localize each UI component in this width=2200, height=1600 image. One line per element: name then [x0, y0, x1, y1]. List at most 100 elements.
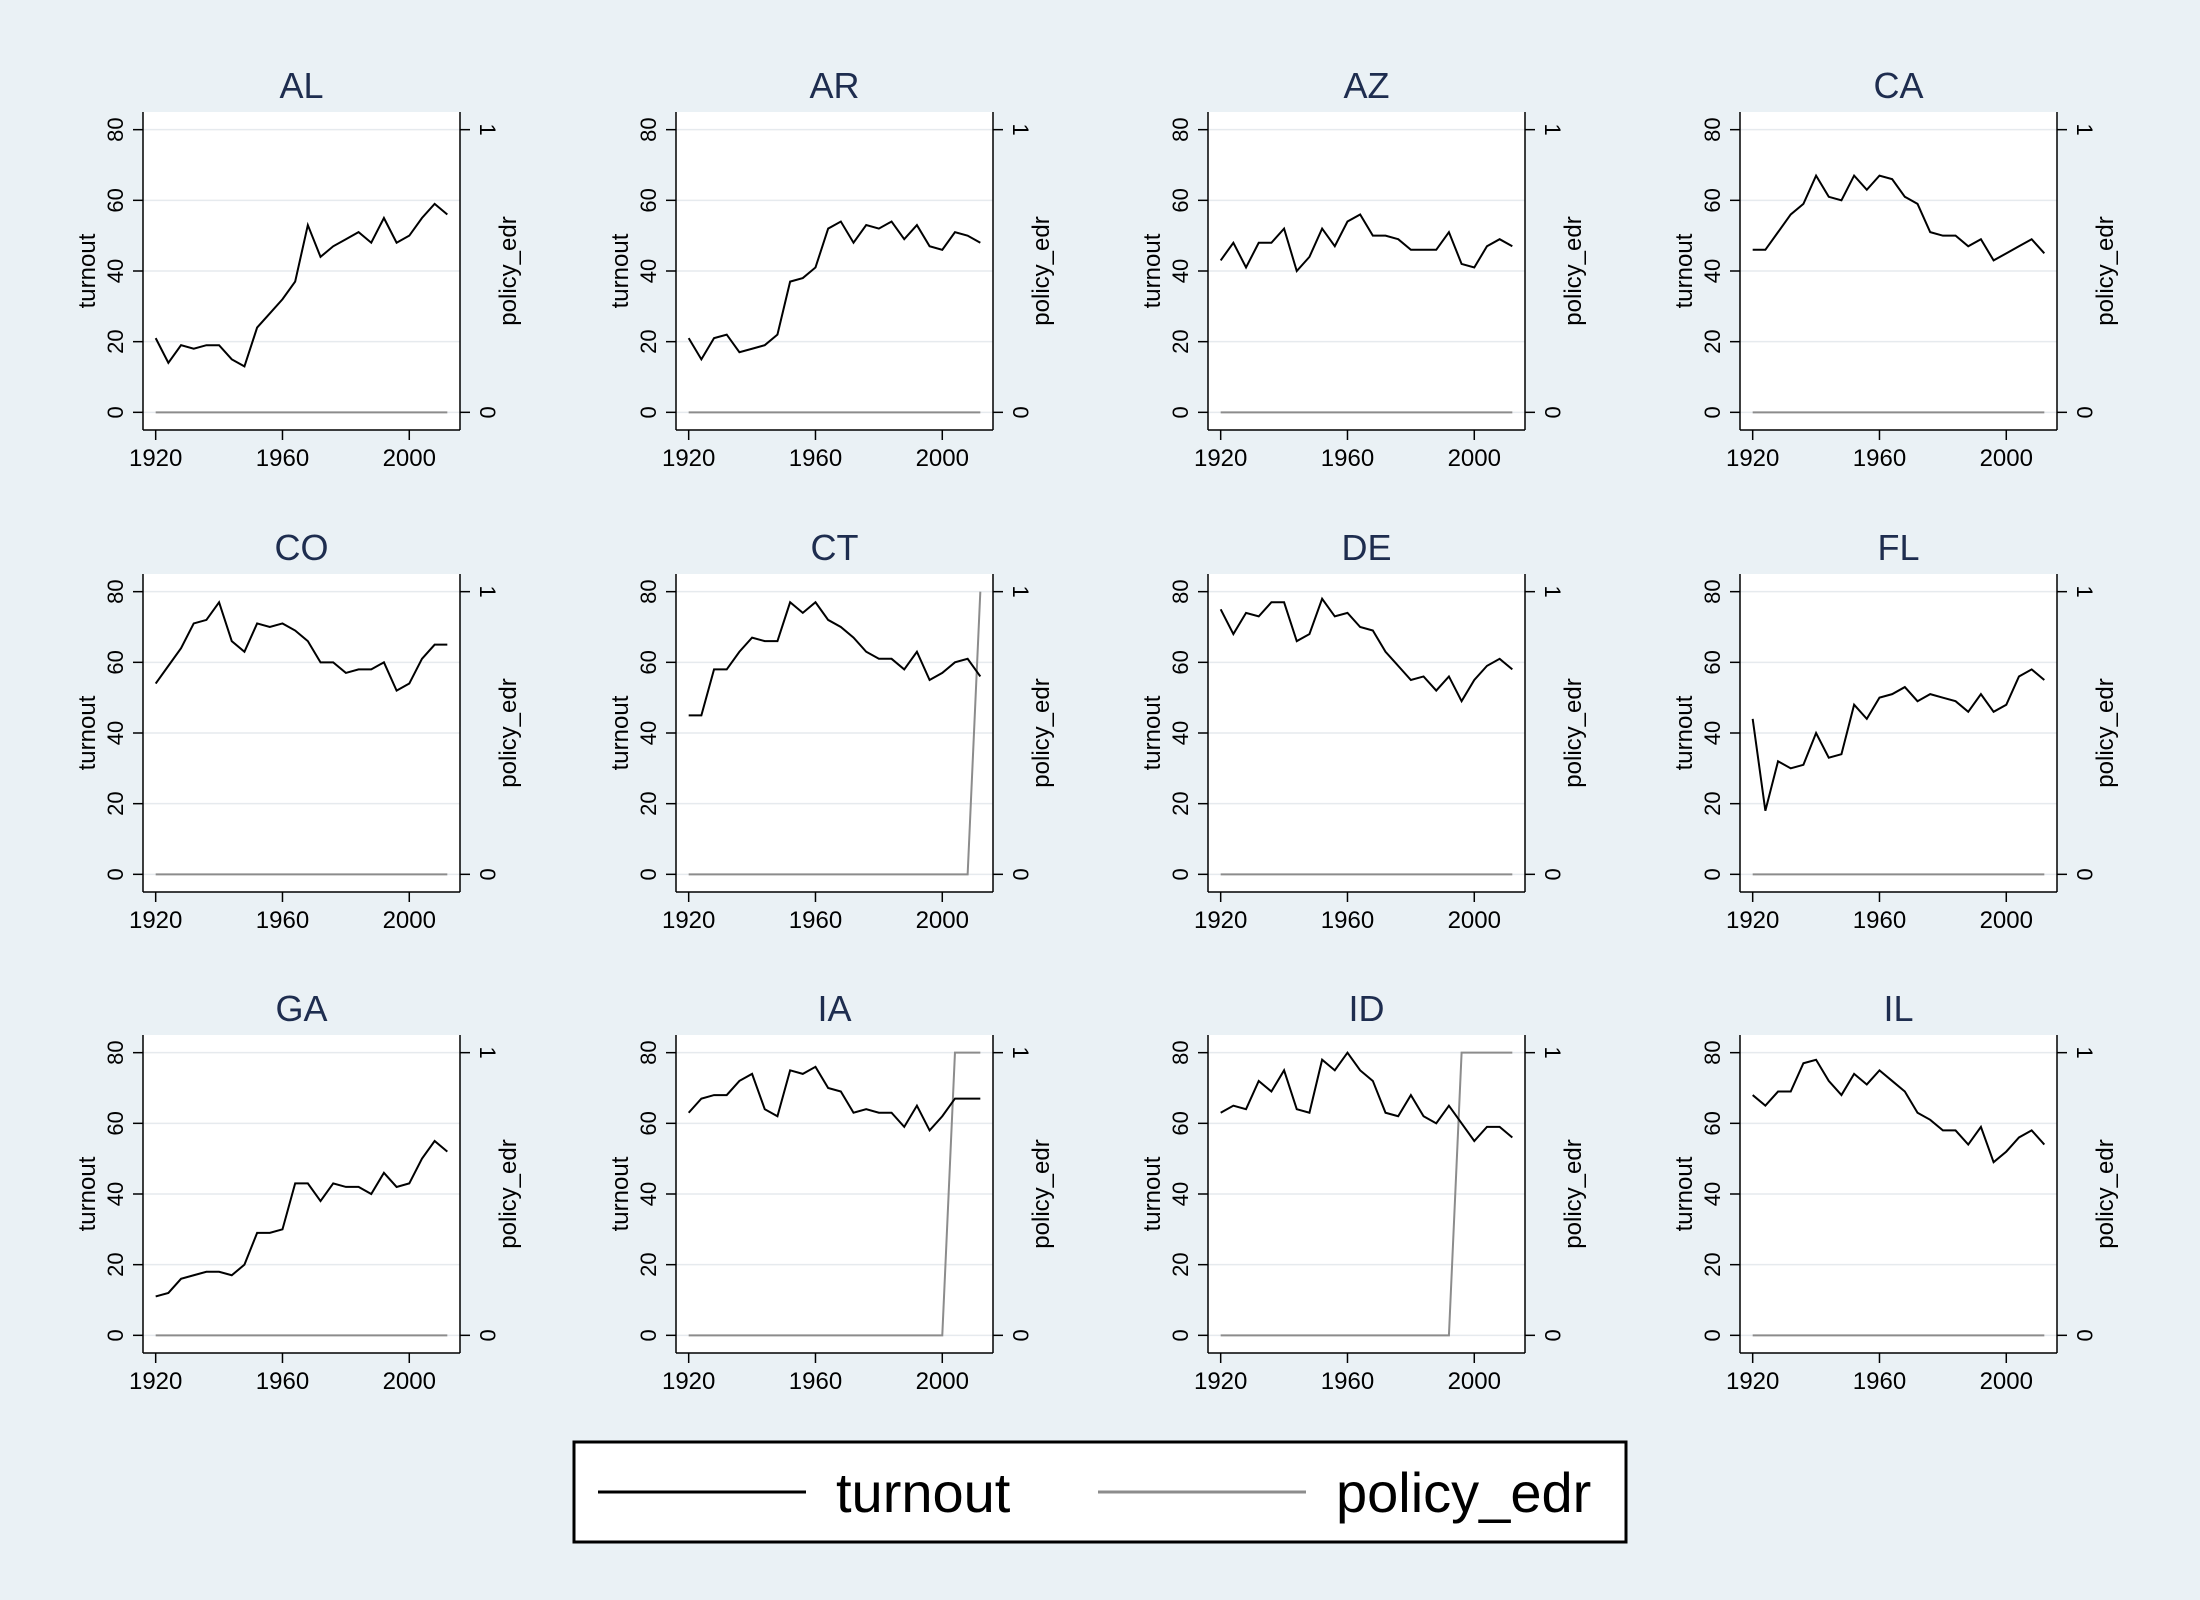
y-tick-label: 0: [1700, 406, 1725, 418]
panel-title: GA: [275, 988, 327, 1029]
y-tick-label: 20: [1168, 1252, 1193, 1276]
y-tick-label: 60: [1700, 650, 1725, 674]
y-axis-title: turnout: [1139, 233, 1166, 308]
y-tick-label: 20: [103, 1252, 128, 1276]
y-axis-title: turnout: [1139, 1156, 1166, 1231]
x-tick-label: 1920: [662, 445, 715, 472]
y2-axis-title: policy_edr: [2092, 216, 2119, 325]
y-tick-label: 20: [103, 329, 128, 353]
y-tick-label: 60: [1168, 188, 1193, 212]
y2-tick-label: 0: [1008, 868, 1033, 880]
panel-title: IA: [817, 988, 851, 1029]
y-tick-label: 40: [636, 259, 661, 283]
series-policy-edr: [1220, 1051, 1513, 1337]
panel-title: CT: [811, 527, 859, 568]
y2-tick-label: 0: [1008, 1329, 1033, 1341]
series-turnout: [687, 1065, 981, 1133]
y-tick-label: 40: [1700, 721, 1725, 745]
y-axis-title: turnout: [1671, 233, 1698, 308]
x-tick-label: 1920: [1726, 1368, 1779, 1395]
y-tick-label: 80: [103, 1040, 128, 1064]
y2-axis-title: policy_edr: [1560, 1139, 1587, 1248]
y2-axis-title: policy_edr: [495, 216, 522, 325]
y-tick-label: 60: [103, 1111, 128, 1135]
panel-id: ID 0 20 40 60 80 0 1 1920 1960 2000 turnout policy_e…: [1139, 988, 1587, 1395]
legend-turnout-label: turnout: [836, 1461, 1011, 1524]
y-tick-label: 0: [1168, 406, 1193, 418]
y-tick-label: 60: [1700, 188, 1725, 212]
panel-title: CA: [1873, 65, 1923, 106]
panel-title: AZ: [1343, 65, 1389, 106]
y-tick-label: 20: [1168, 329, 1193, 353]
y-tick-label: 40: [103, 1182, 128, 1206]
x-tick-label: 2000: [1980, 907, 2033, 934]
panel-title: AR: [809, 65, 859, 106]
y-tick-label: 0: [103, 868, 128, 880]
panel-title: FL: [1877, 527, 1919, 568]
y2-tick-label: 1: [475, 1047, 500, 1059]
panel-il: IL 0 20 40 60 80 0 1 1920 1960 2000 turnout policy_e…: [1671, 988, 2119, 1395]
y-tick-label: 80: [1700, 117, 1725, 141]
series-turnout: [154, 600, 448, 693]
y-tick-label: 20: [103, 791, 128, 815]
series-turnout: [154, 202, 448, 368]
y-tick-label: 60: [1700, 1111, 1725, 1135]
y-axis-title: turnout: [607, 1156, 634, 1231]
y-tick-label: 40: [636, 1182, 661, 1206]
y-tick-label: 80: [103, 117, 128, 141]
panel-ia: IA 0 20 40 60 80 0 1 1920 1960 2000 turnout policy_e…: [607, 988, 1055, 1395]
panel-ca: CA 0 20 40 60 80 0 1 1920 1960 2000 turnout policy_e…: [1671, 65, 2119, 472]
x-tick-label: 2000: [1980, 445, 2033, 472]
y-tick-label: 0: [636, 1329, 661, 1341]
panel-ct: CT 0 20 40 60 80 0 1 1920 1960 2000 turnout policy_e…: [607, 527, 1055, 934]
y-tick-label: 20: [636, 791, 661, 815]
y2-tick-label: 0: [475, 406, 500, 418]
panel-title: DE: [1341, 527, 1391, 568]
y-tick-label: 80: [1168, 579, 1193, 603]
x-tick-label: 1960: [1853, 907, 1906, 934]
x-tick-label: 2000: [916, 907, 969, 934]
series-turnout: [1219, 596, 1513, 704]
series-policy-edr: [688, 1051, 981, 1337]
x-tick-label: 1920: [129, 445, 182, 472]
series-turnout: [1751, 668, 2045, 811]
y2-tick-label: 1: [1540, 586, 1565, 598]
y-tick-label: 80: [103, 579, 128, 603]
x-tick-label: 1920: [662, 907, 715, 934]
y2-tick-label: 0: [475, 868, 500, 880]
panel-al: AL 0 20 40 60 80 0 1 1920 1960 2000 turnout policy_e…: [74, 65, 522, 472]
y-tick-label: 80: [636, 117, 661, 141]
panel-title: IL: [1883, 988, 1913, 1029]
x-tick-label: 1920: [1194, 445, 1247, 472]
y-tick-label: 80: [1700, 579, 1725, 603]
x-tick-label: 2000: [916, 1368, 969, 1395]
y-tick-label: 80: [1168, 117, 1193, 141]
y-tick-label: 40: [103, 259, 128, 283]
y2-tick-label: 1: [2072, 1047, 2097, 1059]
y2-tick-label: 1: [1008, 1047, 1033, 1059]
y-axis-title: turnout: [74, 695, 101, 770]
y2-axis-title: policy_edr: [1560, 678, 1587, 787]
y2-axis-title: policy_edr: [495, 1139, 522, 1248]
y-tick-label: 0: [1168, 1329, 1193, 1341]
x-tick-label: 1920: [129, 1368, 182, 1395]
y2-tick-label: 1: [475, 586, 500, 598]
y-tick-label: 0: [103, 1329, 128, 1341]
y-tick-label: 60: [1168, 1111, 1193, 1135]
x-tick-label: 1960: [1853, 445, 1906, 472]
series-turnout: [155, 1139, 448, 1298]
y2-axis-title: policy_edr: [495, 678, 522, 787]
y2-tick-label: 0: [1540, 406, 1565, 418]
y2-tick-label: 1: [2072, 124, 2097, 136]
y-tick-label: 60: [103, 188, 128, 212]
x-tick-label: 2000: [1448, 1368, 1501, 1395]
y2-axis-title: policy_edr: [1028, 678, 1055, 787]
y-axis-title: turnout: [1671, 1156, 1698, 1231]
x-tick-label: 1960: [256, 1368, 309, 1395]
series-turnout: [1752, 1058, 2046, 1164]
y2-tick-label: 1: [1540, 124, 1565, 136]
y2-tick-label: 1: [1008, 586, 1033, 598]
x-tick-label: 1960: [1853, 1368, 1906, 1395]
legend-policy-edr-label: policy_edr: [1336, 1461, 1591, 1524]
